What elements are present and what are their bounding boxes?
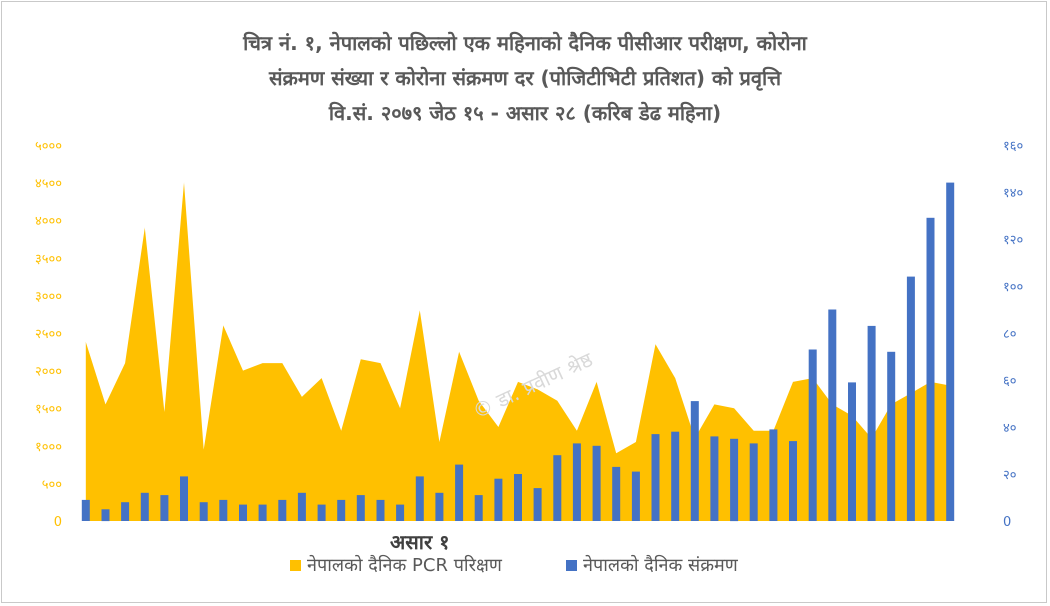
infection-bar <box>867 325 876 521</box>
infection-bar <box>533 488 542 521</box>
legend-label-pcr: नेपालको दैनिक PCR परिक्षण <box>307 555 502 576</box>
infection-bar <box>789 441 797 521</box>
infection-bar <box>828 309 837 521</box>
infection-bar <box>278 499 287 521</box>
infection-bar <box>160 495 169 521</box>
infection-bar <box>121 502 130 521</box>
infection-bar <box>494 478 503 521</box>
infection-bar <box>239 504 247 521</box>
title-line-2: संक्रमण संख्या र कोरोना संक्रमण दर (पोजि… <box>268 66 782 90</box>
infection-bar <box>258 504 267 521</box>
left-axis-tick-label: १००० <box>35 440 62 455</box>
infection-bar <box>887 351 896 521</box>
right-axis-tick-label: 0 <box>1003 515 1011 530</box>
right-axis-tick-label: २० <box>1003 468 1017 483</box>
infection-bar <box>769 429 778 521</box>
legend: नेपालको दैनिक PCR परिक्षण नेपालको दैनिक … <box>0 553 1050 579</box>
left-axis-tick-label: २००० <box>35 365 62 380</box>
legend-item-pcr: नेपालको दैनिक PCR परिक्षण <box>290 553 502 577</box>
infection-bar <box>435 492 444 521</box>
infection-bar <box>926 217 935 522</box>
infection-bar <box>612 466 621 521</box>
infection-bar <box>592 445 601 521</box>
left-axis-tick-label: ४००० <box>35 214 62 229</box>
infection-bar <box>337 499 346 521</box>
infection-bar <box>474 495 483 521</box>
infection-bar <box>219 499 228 521</box>
infection-bar <box>81 499 90 521</box>
infection-bar <box>651 434 660 521</box>
infection-bar <box>396 504 405 521</box>
infection-bar <box>553 455 562 521</box>
infection-bar <box>180 476 188 521</box>
title-line-3: वि.सं. २०७९ जेठ १५ - असार २८ (करिब डेढ म… <box>328 101 722 125</box>
infection-bar <box>415 476 424 521</box>
right-axis-tick-label: १४० <box>1003 186 1023 201</box>
legend-label-infection: नेपालको दैनिक संक्रमण <box>583 555 738 576</box>
infection-bar <box>199 502 208 521</box>
left-axis-tick-label: १५०० <box>35 402 62 417</box>
right-axis-tick-label: ४० <box>1003 421 1017 436</box>
infection-bar <box>514 474 522 521</box>
infection-bar <box>946 182 955 521</box>
infection-bar <box>317 504 326 521</box>
left-axis-tick-label: ५०० <box>42 477 62 492</box>
infection-bar <box>730 438 739 522</box>
infection-bar <box>101 509 110 522</box>
infection-bar <box>376 499 385 521</box>
infection-bar <box>455 464 464 521</box>
infection-bar <box>140 492 149 521</box>
right-axis-tick-label: १२० <box>1003 233 1023 248</box>
infection-bar <box>297 492 306 521</box>
legend-swatch-bar <box>566 559 577 571</box>
right-axis-tick-label: ६० <box>1003 374 1017 389</box>
infection-bar <box>572 443 581 521</box>
infection-bar <box>808 349 817 521</box>
left-axis-tick-label: ३००० <box>35 289 62 304</box>
pcr-test-area <box>85 182 951 521</box>
legend-swatch-area <box>290 559 301 571</box>
right-axis-tick-label: १०० <box>1003 280 1023 295</box>
infection-bar <box>671 431 680 521</box>
x-axis-category-label: असार १ <box>390 530 450 554</box>
infection-bar <box>906 276 915 521</box>
title-line-1: चित्र नं. १, नेपालको पछिल्लो एक महिनाको … <box>243 31 807 55</box>
infection-bar <box>749 443 758 521</box>
infection-bar <box>356 495 365 521</box>
chart-title: चित्र नं. १, नेपालको पछिल्लो एक महिनाको … <box>0 26 1050 131</box>
right-axis-tick-label: १६० <box>1003 139 1023 154</box>
left-axis-tick-label: ५००० <box>35 139 62 154</box>
left-axis-tick-label: ३५०० <box>35 252 62 267</box>
infection-bar <box>690 401 699 521</box>
left-axis-tick-label: २५०० <box>35 327 62 342</box>
infection-bar <box>710 436 719 521</box>
right-axis-tick-label: ८० <box>1003 327 1017 342</box>
left-axis-tick-label: 0 <box>54 515 62 530</box>
left-axis-tick-label: ४५०० <box>35 177 62 192</box>
infection-bar <box>848 382 856 521</box>
legend-item-infection: नेपालको दैनिक संक्रमण <box>566 553 738 577</box>
infection-bar <box>631 471 640 521</box>
